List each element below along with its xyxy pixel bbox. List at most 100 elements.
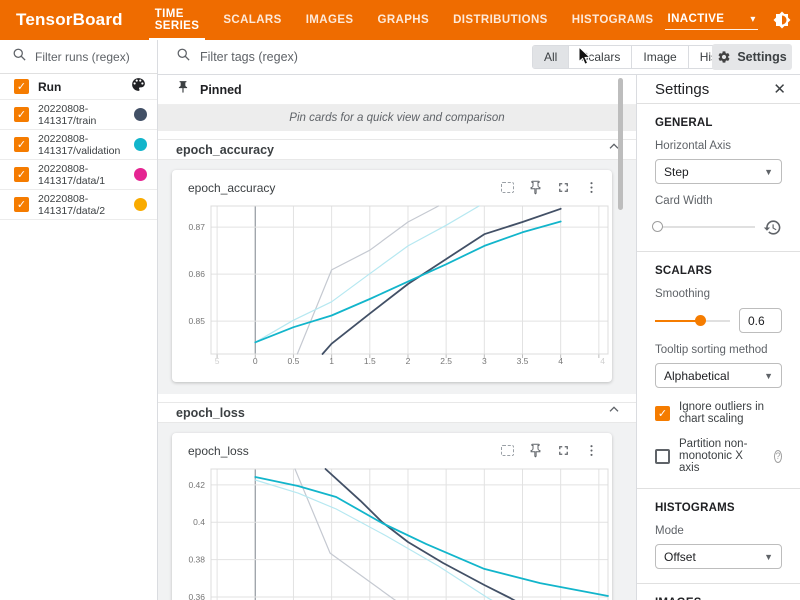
more-vert-icon[interactable] [583, 442, 600, 459]
section-title: epoch_loss [176, 405, 245, 420]
scrollbar-thumb[interactable] [618, 78, 623, 210]
filter-runs-input[interactable]: Filter runs (regex) [0, 40, 157, 74]
run-select-all-checkbox[interactable]: ✓ [14, 79, 29, 94]
smoothing-slider[interactable] [655, 311, 730, 331]
pin-icon [176, 80, 190, 99]
brightness-toggle-icon[interactable] [773, 11, 792, 30]
card-actions [499, 179, 600, 196]
run-checkbox[interactable]: ✓ [14, 107, 29, 122]
svg-text:2: 2 [406, 356, 411, 366]
run-name: 20220808- 141317/data/1 [38, 162, 106, 187]
partition-x-row: ✓ Partition non-monotonic X axis ? [655, 438, 782, 474]
run-row[interactable]: ✓ 20220808- 141317/validation [0, 130, 157, 160]
chevron-down-icon: ▼ [764, 551, 773, 562]
filter-chip-scalars[interactable]: Scalars [568, 46, 632, 68]
filter-chip-all[interactable]: All [533, 46, 569, 68]
cards-scroll-area: Pinned Pin cards for a quick view and co… [158, 75, 637, 600]
scalar-card-epoch-accuracy: epoch_accuracy 0.85 0.86 0.87 0 0.5 1 1.5 2 2.5 3… [172, 170, 612, 382]
tab-distributions[interactable]: DISTRIBUTIONS [441, 0, 560, 40]
settings-panel-header: Settings ✕ [637, 75, 800, 104]
pinned-title: Pinned [200, 82, 242, 97]
epoch-accuracy-chart[interactable]: 0.85 0.86 0.87 0 0.5 1 1.5 2 2.5 3 3.5 4 5 4 [178, 200, 610, 376]
main-scrollbar[interactable] [618, 75, 623, 600]
svg-text:0.85: 0.85 [188, 316, 205, 326]
smoothing-label: Smoothing [655, 288, 710, 300]
svg-text:3.5: 3.5 [517, 356, 529, 366]
epoch-loss-chart[interactable]: 0.36 0.38 0.4 0.42 [178, 463, 610, 600]
tooltip-sorting-label: Tooltip sorting method [655, 344, 768, 356]
section-body-epoch-accuracy: epoch_accuracy 0.85 0.86 0.87 0 0.5 1 1.5 2 2.5 3… [158, 160, 636, 394]
settings-button[interactable]: Settings [712, 44, 792, 70]
section-header-epoch-accuracy[interactable]: epoch_accuracy [158, 139, 636, 160]
filter-chip-image[interactable]: Image [631, 46, 688, 68]
fullscreen-icon[interactable] [555, 179, 572, 196]
runs-sidebar: Filter runs (regex) ✓ Run ✓ 20220808- 1413… [0, 40, 158, 600]
ignore-outliers-checkbox[interactable]: ✓ [655, 405, 670, 421]
svg-text:0: 0 [253, 356, 258, 366]
scalar-card-epoch-loss: epoch_loss 0.36 0.38 0.4 0.42 [172, 433, 612, 600]
svg-text:4: 4 [600, 356, 605, 366]
fit-domain-icon[interactable] [499, 442, 516, 459]
run-row[interactable]: ✓ 20220808- 141317/data/2 [0, 190, 157, 220]
run-checkbox[interactable]: ✓ [14, 197, 29, 212]
card-width-slider[interactable] [652, 217, 755, 237]
palette-icon[interactable] [130, 76, 147, 98]
tab-scalars[interactable]: SCALARS [211, 0, 293, 40]
smoothing-input[interactable]: 0.6 [739, 308, 782, 333]
tab-label: TIME SERIES [154, 8, 200, 32]
status-dropdown[interactable]: INACTIVE ▾ [665, 10, 758, 30]
pin-card-icon[interactable] [527, 179, 544, 196]
run-name: 20220808- 141317/validation [38, 132, 121, 157]
tab-graphs[interactable]: GRAPHS [365, 0, 441, 40]
tooltip-sorting-select[interactable]: Alphabetical ▼ [655, 363, 782, 388]
run-row[interactable]: ✓ 20220808- 141317/data/1 [0, 160, 157, 190]
ignore-outliers-label: Ignore outliers in chart scaling [679, 401, 765, 425]
svg-text:0.38: 0.38 [188, 555, 205, 565]
mode-label: Mode [655, 525, 684, 537]
chevron-down-icon: ▾ [750, 13, 756, 25]
horizontal-axis-select[interactable]: Step ▼ [655, 159, 782, 184]
filter-tags-input[interactable]: Filter tags (regex) [200, 50, 298, 64]
status-value: INACTIVE [667, 13, 725, 25]
settings-button-label: Settings [737, 50, 787, 64]
fullscreen-icon[interactable] [555, 442, 572, 459]
gear-icon [718, 51, 730, 63]
pin-card-icon[interactable] [527, 442, 544, 459]
svg-text:1.5: 1.5 [364, 356, 376, 366]
more-vert-icon[interactable] [583, 179, 600, 196]
tab-label: SCALARS [223, 14, 282, 26]
run-checkbox[interactable]: ✓ [14, 137, 29, 152]
card-title: epoch_loss [188, 444, 249, 458]
chevron-up-icon[interactable] [606, 139, 622, 160]
partition-x-checkbox[interactable]: ✓ [655, 448, 670, 464]
histogram-mode-select[interactable]: Offset ▼ [655, 544, 782, 569]
filter-runs-placeholder: Filter runs (regex) [35, 49, 130, 64]
run-row[interactable]: ✓ 20220808- 141317/train [0, 100, 157, 130]
svg-text:2.5: 2.5 [440, 356, 452, 366]
section-heading: SCALARS [655, 265, 712, 277]
tab-time-series[interactable]: TIME SERIES [143, 0, 212, 40]
run-name: 20220808- 141317/data/2 [38, 192, 106, 217]
reset-icon[interactable] [763, 218, 782, 237]
header-actions: INACTIVE ▾ [665, 10, 800, 30]
chevron-down-icon: ▼ [764, 166, 773, 177]
tab-label: HISTOGRAMS [571, 14, 654, 26]
section-heading: HISTOGRAMS [655, 502, 735, 514]
close-icon[interactable]: ✕ [773, 80, 786, 98]
section-heading: IMAGES [655, 597, 782, 600]
settings-section-scalars: SCALARS Smoothing 0.6 Tooltip sorting me… [637, 252, 800, 489]
chevron-up-icon[interactable] [606, 402, 622, 423]
card-width-label: Card Width [655, 195, 713, 207]
run-color-dot [134, 138, 147, 151]
help-icon: ? [773, 449, 782, 463]
search-icon [12, 47, 27, 67]
pinned-empty-message: Pin cards for a quick view and compariso… [289, 112, 505, 124]
tab-images[interactable]: IMAGES [294, 0, 366, 40]
fit-domain-icon[interactable] [499, 179, 516, 196]
tab-label: DISTRIBUTIONS [453, 14, 548, 26]
run-color-dot [134, 108, 147, 121]
section-header-epoch-loss[interactable]: epoch_loss [158, 402, 636, 423]
run-checkbox[interactable]: ✓ [14, 167, 29, 182]
tab-histograms[interactable]: HISTOGRAMS [560, 0, 666, 40]
section-title: epoch_accuracy [176, 142, 274, 157]
